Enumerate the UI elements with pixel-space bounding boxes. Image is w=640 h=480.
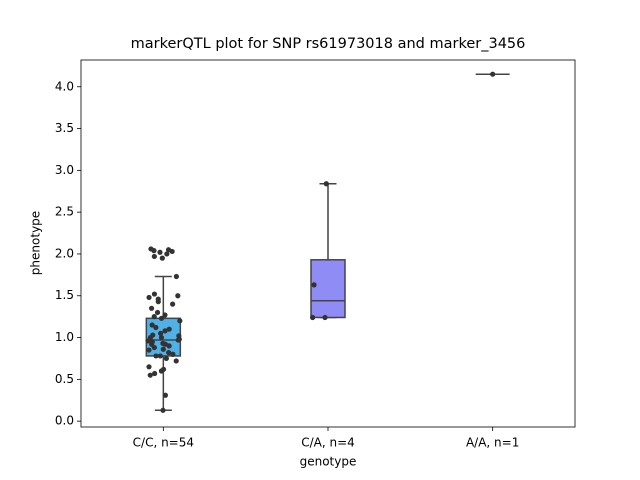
data-point (311, 282, 317, 288)
data-point (164, 251, 170, 257)
data-point (153, 324, 159, 331)
data-point (149, 339, 155, 345)
data-point (155, 296, 161, 302)
data-point (490, 71, 496, 77)
data-point (160, 407, 166, 413)
data-point (166, 326, 172, 332)
data-point (150, 332, 156, 338)
y-tick-label: 2.5 (55, 205, 74, 219)
y-tick-label: 2.0 (55, 246, 74, 260)
data-point (159, 255, 165, 261)
data-point (157, 330, 164, 336)
x-tick-label: C/C, n=54 (133, 436, 194, 450)
data-point (166, 349, 172, 356)
data-point (322, 314, 328, 321)
box (310, 259, 346, 319)
y-tick-label: 1.5 (55, 288, 74, 302)
data-point (173, 358, 179, 364)
x-tick-label: A/A, n=1 (466, 436, 519, 450)
data-point (151, 314, 157, 320)
data-point (170, 301, 176, 307)
data-point (162, 312, 168, 318)
data-point (153, 353, 159, 359)
data-point (162, 392, 169, 398)
data-point (154, 309, 161, 316)
data-point (151, 253, 157, 260)
data-point (165, 247, 172, 253)
data-point (151, 248, 157, 254)
chart-title: markerQTL plot for SNP rs61973018 and ma… (131, 36, 526, 52)
data-point (157, 249, 163, 255)
data-point (323, 181, 329, 187)
data-point (158, 315, 165, 321)
y-axis-label: phenotype (29, 211, 43, 275)
data-point (147, 372, 153, 378)
data-point (160, 346, 166, 352)
y-tick-label: 4.0 (55, 79, 74, 93)
x-axis-label: genotype (300, 455, 357, 469)
data-point (177, 318, 183, 324)
data-point (148, 305, 155, 311)
data-point (151, 291, 158, 297)
data-point (160, 340, 166, 347)
data-point (146, 294, 152, 301)
data-point (175, 293, 181, 299)
data-point (146, 347, 152, 353)
data-point (310, 314, 316, 321)
y-tick-label: 3.5 (55, 121, 74, 135)
data-point (149, 322, 155, 328)
data-point (157, 353, 163, 359)
y-tick-label: 3.0 (55, 163, 74, 177)
x-tick-label: C/A, n=4 (301, 436, 355, 450)
data-point (152, 370, 158, 377)
y-tick-label: 1.0 (55, 330, 74, 344)
data-point (162, 328, 168, 334)
data-point (170, 351, 176, 357)
data-point (163, 355, 169, 362)
data-point (160, 366, 167, 372)
data-point (173, 273, 179, 280)
y-tick-label: 0.0 (55, 414, 74, 428)
data-point (158, 334, 165, 341)
data-point (176, 333, 182, 339)
y-tick-label: 0.5 (55, 372, 74, 386)
data-point (146, 364, 152, 370)
